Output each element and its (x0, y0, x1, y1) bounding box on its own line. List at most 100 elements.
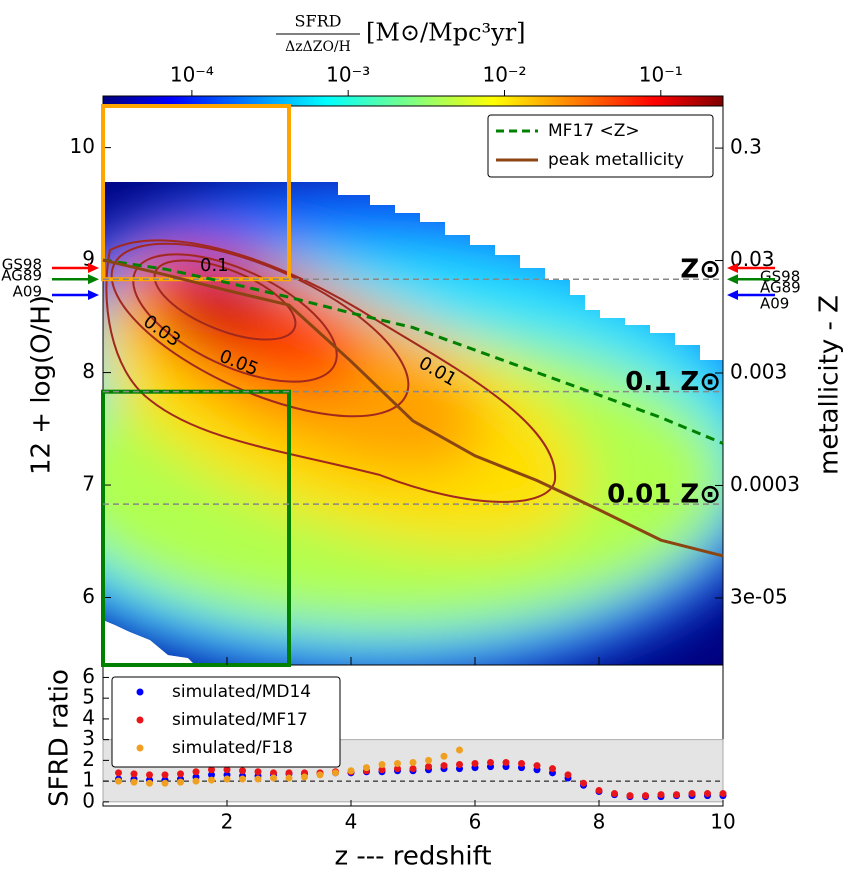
arrow-head (727, 274, 738, 285)
colorbar-denominator: ΔzΔZO/H (285, 39, 351, 55)
ratio-point (409, 765, 417, 773)
y2-tick-label: 3e-05 (730, 584, 788, 608)
ratio-point (657, 791, 665, 799)
solar-label: GS98 (2, 255, 42, 273)
solar-label: AG89 (760, 279, 801, 297)
legend-label: MF17 <Z> (548, 121, 640, 141)
ratio-point (285, 774, 293, 782)
ratio-point (239, 767, 246, 775)
legend-label: peak metallicity (548, 150, 684, 170)
reference-label: 0.1 Z⊙ (625, 367, 721, 397)
x-tick-label: 2 (221, 810, 234, 834)
solar-label: A09 (13, 282, 42, 300)
ratio-point (394, 759, 401, 767)
ratio-point (192, 768, 200, 776)
x-axis-label: z --- redshift (334, 842, 491, 872)
ratio-point (595, 786, 603, 794)
ratio-point (611, 790, 618, 798)
legend-swatch (136, 716, 144, 724)
ratio-point (642, 792, 649, 800)
ratio-point (440, 752, 448, 760)
legend-swatch (136, 744, 144, 752)
ratio-point (115, 769, 122, 777)
ratio-point (409, 758, 417, 766)
y-axis-label: 12 + log(O/H) (27, 295, 57, 475)
ratio-frame (102, 664, 724, 807)
y-tick-label: 3 (82, 726, 95, 750)
ratio-point (254, 768, 262, 776)
y-tick-label: 9 (82, 247, 95, 271)
ratio-point (208, 776, 215, 784)
y-tick-label: 0 (82, 788, 95, 812)
ratio-point (363, 764, 370, 772)
ratio-point (332, 769, 339, 777)
ratio-point (130, 778, 138, 786)
ratio-point (146, 779, 153, 787)
ratio-point (239, 775, 246, 783)
ratio-point (192, 777, 200, 785)
ratio-point (580, 779, 587, 787)
ratio-point (394, 765, 401, 773)
ratio-point (719, 790, 727, 798)
ratio-point (378, 761, 386, 769)
contour-label: 0.1 (200, 255, 229, 276)
ratio-point (425, 763, 432, 771)
ratio-point (425, 756, 432, 764)
series-line (102, 258, 724, 445)
x-tick-label: 6 (469, 810, 482, 834)
ratio-point (502, 758, 510, 766)
legend-label: simulated/MD14 (172, 682, 311, 702)
ratio-point (688, 790, 696, 798)
ratio-point (301, 773, 308, 781)
arrow-head (88, 274, 99, 285)
y-tick-label: 7 (82, 472, 95, 496)
heatmap (103, 182, 723, 665)
ratio-point (270, 769, 277, 777)
ratio-point (456, 746, 463, 754)
y-tick-label: 8 (82, 359, 95, 383)
arrow-head (727, 262, 738, 273)
colorbar-tick-label: 10⁻⁴ (170, 63, 214, 87)
legend-box (487, 114, 714, 178)
legend-label: simulated/F18 (172, 738, 293, 758)
ratio-point (487, 758, 494, 766)
ratio-point (177, 778, 184, 786)
legend-label: simulated/MF17 (172, 710, 308, 730)
ratio-point (161, 771, 169, 779)
y-tick-label: 6 (82, 584, 95, 608)
colorbar-numerator: SFRD (295, 12, 342, 31)
ratio-point (177, 770, 184, 778)
series-line (102, 258, 724, 558)
solar-label: AG89 (1, 267, 42, 285)
ratio-point (533, 762, 541, 770)
ratio-point (456, 761, 463, 769)
y-tick-label: 2 (82, 747, 95, 771)
legend-swatch (136, 688, 144, 696)
reference-label: 0.01 Z⊙ (607, 480, 721, 510)
ratio-point (254, 775, 262, 783)
x-tick-label: 8 (593, 810, 606, 834)
y-tick-label: 5 (82, 685, 95, 709)
solar-label: GS98 (760, 267, 800, 285)
colorbar-tick-label: 10⁻² (482, 63, 526, 87)
y-tick-label: 6 (82, 664, 95, 688)
y2-axis-label: metallicity - Z (815, 295, 845, 475)
arrow-head (727, 289, 738, 300)
ratio-point (208, 771, 215, 779)
y-tick-label: 1 (82, 768, 95, 792)
ratio-point (146, 771, 153, 779)
reference-label: Z⊙ (680, 255, 721, 285)
ratio-point (223, 766, 231, 774)
arrow-head (88, 289, 99, 300)
arrow-head (88, 262, 99, 273)
ratio-point (626, 792, 634, 800)
y2-tick-label: 0.3 (730, 135, 762, 159)
ratio-point (347, 767, 355, 775)
ratio-point (223, 775, 231, 783)
ratio-point (285, 769, 293, 777)
y-tick-label: 10 (70, 134, 95, 158)
y-tick-label: 4 (82, 705, 95, 729)
ratio-point (316, 771, 324, 779)
ratio-point (704, 790, 711, 798)
